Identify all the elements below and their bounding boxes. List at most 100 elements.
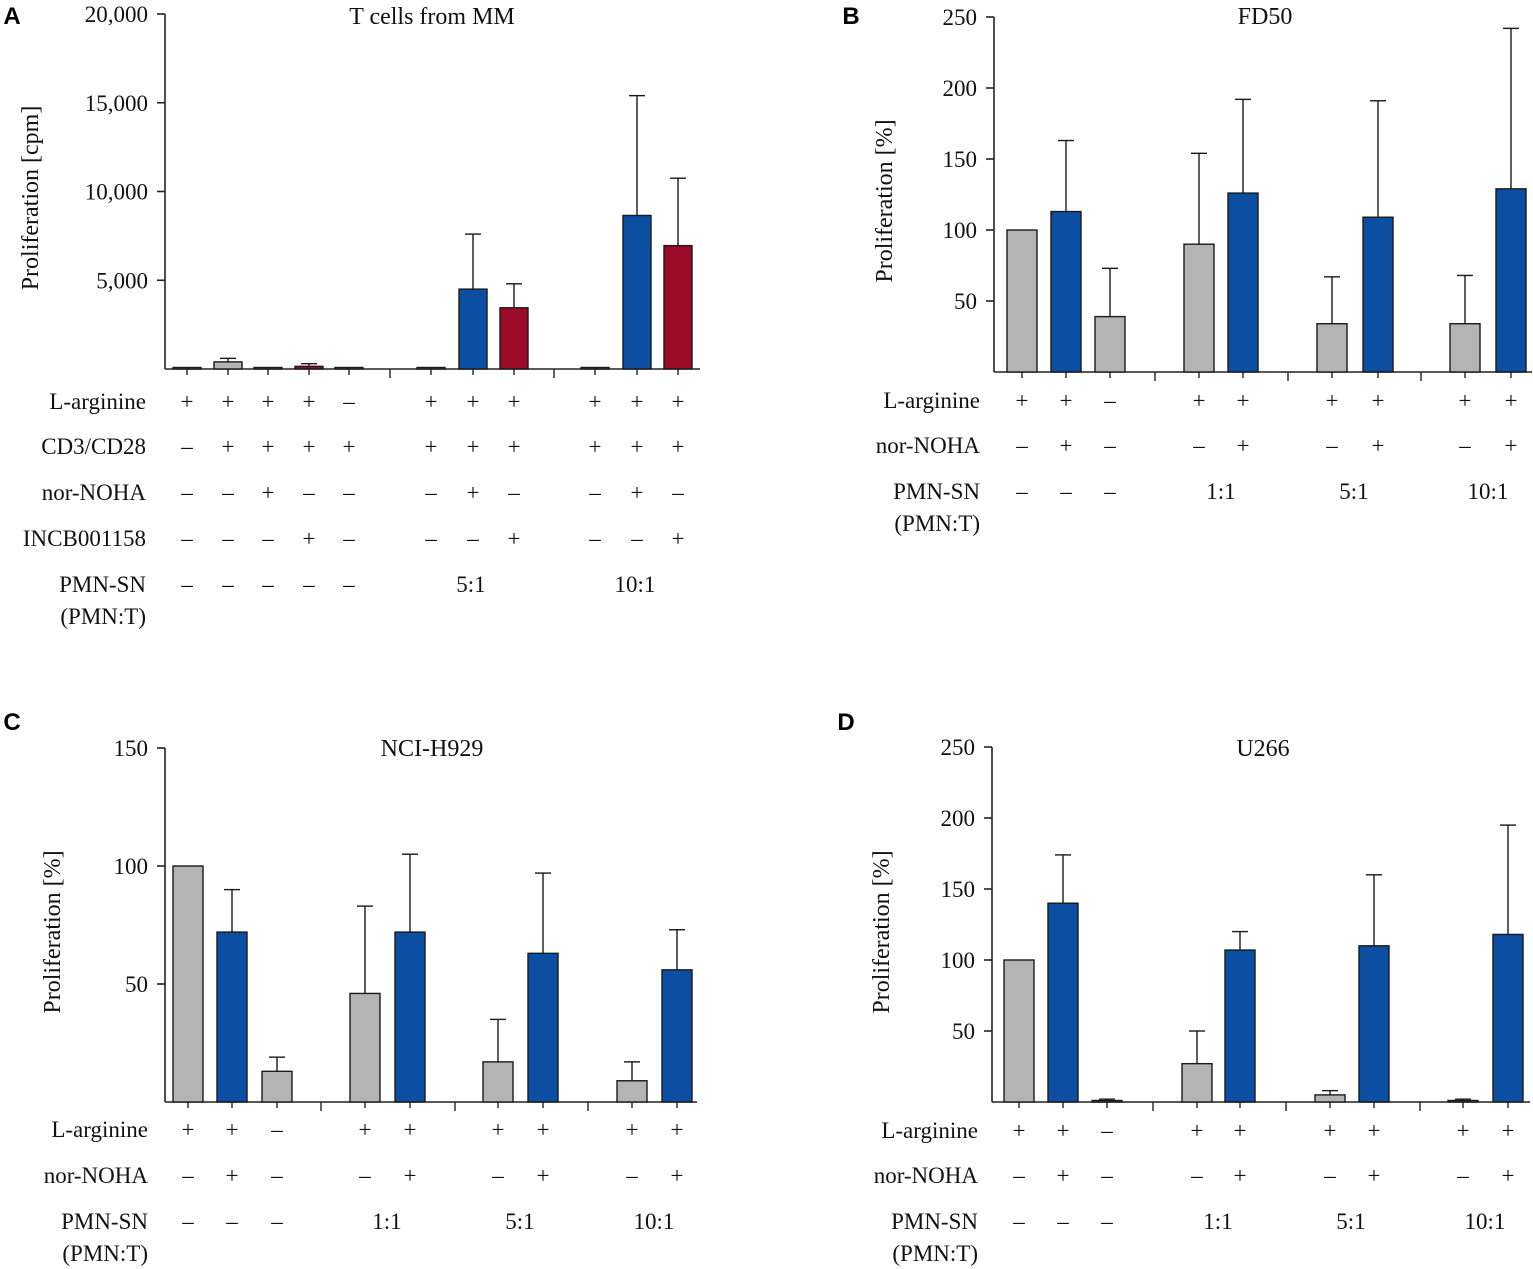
panel-d-row-symbol: + [1368,1118,1381,1143]
panel-c-row-symbol: + [359,1117,372,1142]
panel-c-bar [349,992,381,1103]
panel-b-bar [1050,210,1082,373]
panel-a-row-symbol: + [425,434,438,459]
panel-a-row-symbol: – [180,572,193,597]
panel-c-y-tick-label: 150 [114,736,149,761]
panel-a-y-tick-label: 15,000 [85,91,148,116]
panel-d-group-label: 1:1 [1203,1209,1232,1234]
panel-a-row-symbol: – [342,389,355,414]
panel-c-letter: C [3,709,20,736]
panel-a-row-symbol: + [343,434,356,459]
panel-c-chart: C NCI-H929 Proliferation [%] 50 100 150 L-argi… [3,709,697,1266]
panel-d-bar [1047,902,1079,1103]
panel-b-group-label: 5:1 [1339,479,1368,504]
panel-d-bar [1181,1062,1213,1103]
panel-c-row-symbol: – [181,1209,194,1234]
panel-d-title: U266 [1236,736,1289,762]
panel-a-bar [580,366,610,370]
panel-b-row-symbol: + [1505,388,1518,413]
panel-b-row-symbol: + [1193,388,1206,413]
panel-c-y-tick-label: 100 [114,854,149,879]
panel-c-row-label: L-arginine [51,1117,148,1142]
panel-b-y-tick-label: 100 [943,218,978,243]
panel-c-row-label-sub: (PMN:T) [62,1241,148,1266]
panel-a-row-symbol: + [631,480,644,505]
panel-a-row-symbol: + [467,480,480,505]
panel-d-row-symbol: – [1190,1163,1203,1188]
panel-b-title: FD50 [1238,4,1293,30]
panel-d-row-symbol: + [1234,1163,1247,1188]
panel-a-row-symbol: – [221,526,234,551]
panel-d-bar [1224,949,1256,1103]
panel-d-row-label-sub: (PMN:T) [892,1241,978,1266]
panel-a-row-symbol: – [507,480,520,505]
panel-d-row-symbol: + [1057,1118,1070,1143]
panel-c-title: NCI-H929 [381,736,484,762]
panel-b-y-tick-label: 200 [943,76,978,101]
panel-a-row-label-sub: (PMN:T) [60,604,146,629]
panel-b-row-symbol: + [1237,388,1250,413]
panel-b-y-tick-label: 250 [943,5,978,30]
panel-b-row-symbol: – [1458,433,1471,458]
panel-b-row-symbol: + [1326,388,1339,413]
panel-d-y-tick-label: 100 [941,948,976,973]
panel-d-row-symbol: – [1012,1209,1025,1234]
panel-a-row-symbol: + [589,434,602,459]
panel-d-row-symbol: + [1057,1163,1070,1188]
panel-a-bar [253,366,283,370]
panel-a-row-symbol: – [342,526,355,551]
panel-d-row-label: nor-NOHA [874,1163,979,1188]
panel-c-bar [616,1080,648,1103]
panel-b-group-label: 10:1 [1468,479,1509,504]
panel-b-bar [1495,188,1527,373]
panel-b-row-symbol: + [1237,433,1250,458]
panel-b-row-symbol: – [1015,479,1028,504]
panel-b-letter: B [842,3,859,30]
panel-d-row-symbol: + [1324,1118,1337,1143]
panel-a-row-symbol: + [181,389,194,414]
panel-b-row-symbol: – [1059,479,1072,504]
panel-a-row-symbol: + [303,389,316,414]
panel-d-row-symbol: + [1368,1163,1381,1188]
panel-b-row-symbol: – [1192,433,1205,458]
panel-c-bar [394,931,426,1103]
panel-d-row-symbol: + [1457,1118,1470,1143]
panel-a-row-label: CD3/CD28 [41,434,146,459]
panel-a-y-axis-label: Proliferation [cpm] [18,106,44,291]
panel-a-row-symbol: + [262,389,275,414]
panel-b-y-axis-label: Proliferation [%] [872,119,898,282]
panel-d-group-label: 5:1 [1336,1209,1365,1234]
panel-a-row-symbol: – [180,434,193,459]
panel-d-y-axis-label: Proliferation [%] [869,850,895,1013]
panel-a-row-label: INCB001158 [23,526,146,551]
panel-b-bar [1362,216,1394,373]
panel-b-y-tick-label: 150 [943,147,978,172]
panel-d-bar [1358,945,1390,1103]
panel-d-y-tick-label: 50 [952,1019,975,1044]
panel-a-row-symbol: + [303,526,316,551]
panel-b-row-symbol: + [1372,388,1385,413]
panel-b-row-symbol: + [1016,388,1029,413]
panel-c-row-symbol: + [537,1163,550,1188]
panel-b-bar [1316,323,1348,373]
panel-a-row-symbol: + [589,389,602,414]
panel-b-row-symbol: – [1103,479,1116,504]
panel-c-row-symbol: – [270,1117,283,1142]
panel-c-group-label: 5:1 [505,1209,534,1234]
panel-b-row-symbol: – [1103,388,1116,413]
panel-a-row-symbol: – [466,526,479,551]
panel-d-row-label: PMN-SN [891,1209,978,1234]
panel-d-row-symbol: + [1502,1118,1515,1143]
panel-a-bar [663,244,693,370]
panel-d-row-symbol: + [1191,1118,1204,1143]
panel-a-row-symbol: + [508,526,521,551]
panel-c-row-symbol: + [537,1117,550,1142]
panel-d-y-tick-label: 250 [941,735,976,760]
panel-c-bar [172,865,204,1103]
panel-a-row-symbol: – [261,526,274,551]
panel-a-row-symbol: – [261,572,274,597]
panel-b-bar [1227,192,1259,373]
panel-b-y-tick-label: 50 [954,289,977,314]
panel-a-row-symbol: + [467,434,480,459]
panel-d-row-symbol: + [1502,1163,1515,1188]
